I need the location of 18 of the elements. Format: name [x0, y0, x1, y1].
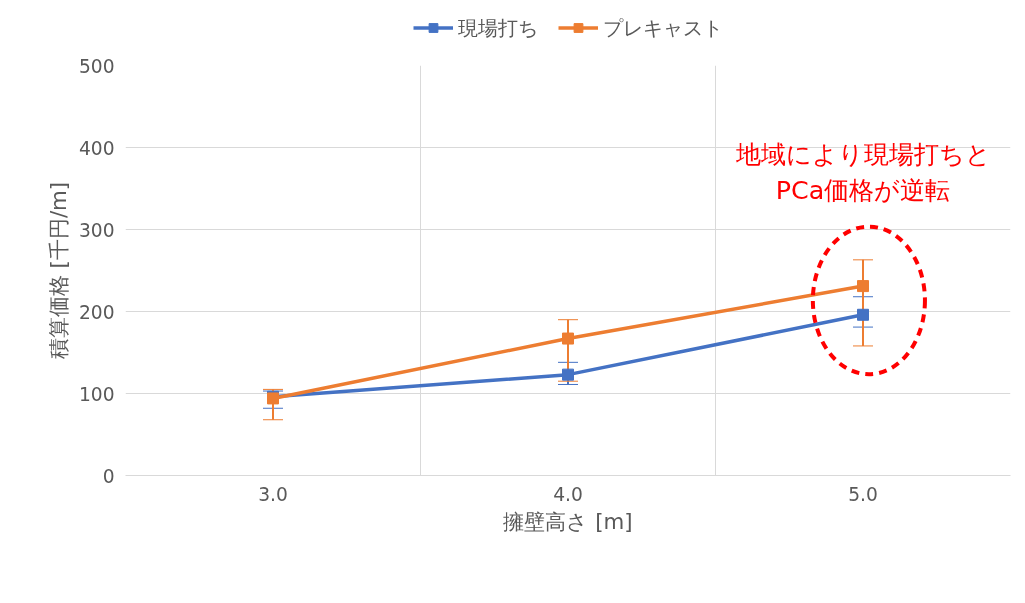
y-tick-label: 400	[78, 137, 115, 159]
point	[857, 308, 869, 321]
y-tick-label: 200	[78, 301, 115, 323]
y-tick-label: 300	[78, 219, 115, 241]
x-tick-label: 3.0	[258, 483, 288, 505]
point	[857, 280, 869, 293]
y-tick-label: 100	[78, 383, 115, 405]
annotation: 地域により現場打ちと PCa価格が逆転	[734, 139, 991, 206]
y-tick-label: 0	[102, 465, 115, 487]
x-axis-title: 擁壁高さ [m]	[503, 508, 633, 534]
legend-label: プレキャスト	[602, 14, 723, 41]
y-tick-label: 500	[78, 55, 115, 77]
x-tick-label: 5.0	[848, 483, 878, 505]
x-tick-label: 4.0	[553, 483, 583, 505]
point	[562, 332, 574, 345]
y-axis-title: 積算価格 [千円/m]	[45, 181, 71, 360]
point	[562, 368, 574, 381]
legend-label: 現場打ち	[457, 14, 538, 41]
